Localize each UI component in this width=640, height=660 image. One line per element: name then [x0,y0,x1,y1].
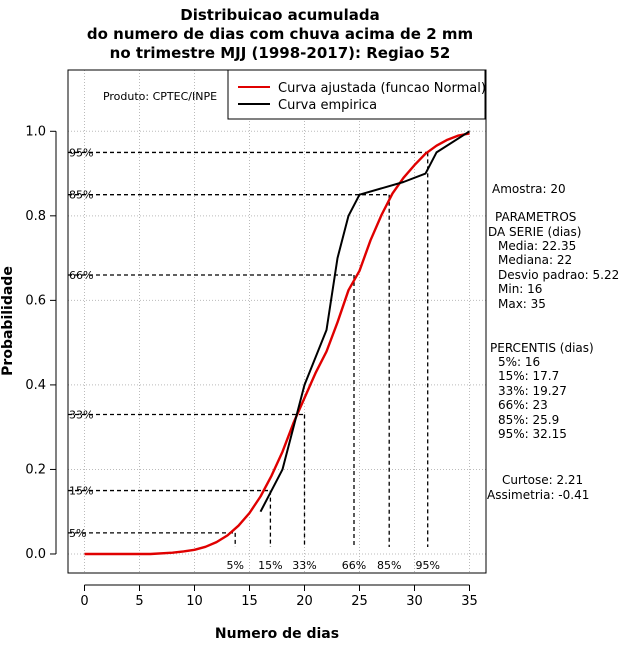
legend-label-empirical: Curva empirica [278,98,377,113]
series-line-empirical [259,130,471,513]
x-tick-label-4: 20 [296,594,313,609]
y-tick-label-1: 0.2 [25,462,46,477]
y-axis-title: Probabilidade [0,266,16,376]
stat-percentis-title: PERCENTIS (dias) [490,341,594,355]
stat-p33: 33%: 19.27 [498,384,567,398]
percentile-bottom-label-5: 95% [415,559,439,572]
percentile-left-label-3: 66% [69,269,93,282]
chart-title-line-1: Distribuicao acumulada [180,6,379,24]
percentile-bottom-label-3: 66% [342,559,366,572]
stat-media: Media: 22.35 [498,239,576,253]
stat-max: Max: 35 [498,297,546,311]
legend-box [227,69,486,120]
stat-amostra: Amostra: 20 [492,182,566,196]
x-tick-label-3: 15 [241,594,258,609]
stat-p85: 85%: 25.9 [498,413,559,427]
x-tick-label-1: 5 [135,594,143,609]
x-axis-title: Numero de dias [215,626,339,642]
legend-label-fitted: Curva ajustada (funcao Normal) [278,81,486,96]
percentile-left-label-2: 33% [69,408,93,421]
stat-p5: 5%: 16 [498,355,540,369]
axes: 0 5 10 15 20 25 30 35 0.0 0.2 0.4 0.6 0.8 1.0 [25,124,477,609]
percentile-bottom-label-2: 33% [292,559,316,572]
stat-mediana: Mediana: 22 [498,253,572,267]
stat-p95: 95%: 32.15 [498,427,567,441]
percentile-left-label-0: 5% [69,527,86,540]
stat-min: Min: 16 [498,282,542,296]
x-tick-label-5: 25 [351,594,368,609]
chart-title-line-3: no trimestre MJJ (1998-2017): Regiao 52 [110,44,451,62]
grid-lines [68,70,486,573]
percentile-left-label-4: 85% [69,189,93,202]
stat-assimetria: Assimetria: -0.41 [487,488,589,502]
statistics-panel: Amostra: 20 PARAMETROS DA SERIE (dias) M… [487,182,619,502]
percentile-reference-lines: 5% 5% 15% 15% 33% 33% 66% 66% 85% 85% 95% 95% [68,146,440,572]
x-tick-label-6: 30 [406,594,423,609]
y-tick-label-4: 0.8 [25,209,46,224]
percentile-bottom-label-0: 5% [226,559,243,572]
stat-p66: 66%: 23 [498,398,548,412]
percentile-left-label-5: 95% [69,146,93,159]
stat-parametros-title-2: DA SERIE (dias) [488,225,581,239]
stat-curtose: Curtose: 2.21 [502,473,583,487]
series-lines [84,130,471,556]
plot-frame [67,69,487,574]
percentile-bottom-label-1: 15% [258,559,282,572]
stat-p15: 15%: 17.7 [498,369,559,383]
y-tick-label-3: 0.6 [25,293,46,308]
percentile-bottom-label-4: 85% [377,559,401,572]
y-tick-label-0: 0.0 [25,547,46,562]
x-tick-label-7: 35 [461,594,478,609]
stat-desvio: Desvio padrao: 5.22 [498,268,619,282]
product-label: Produto: CPTEC/INPE [103,90,217,103]
y-tick-label-2: 0.4 [25,378,46,393]
stat-parametros-title-1: PARAMETROS [495,210,576,224]
percentile-left-label-1: 15% [69,485,93,498]
x-tick-label-2: 10 [186,594,203,609]
chart-title-line-2: do numero de dias com chuva acima de 2 m… [87,25,473,43]
series-line-fitted [84,132,470,556]
legend: Curva ajustada (funcao Normal) Curva emp… [227,69,486,120]
x-tick-label-0: 0 [80,594,88,609]
y-tick-label-5: 1.0 [25,124,46,139]
